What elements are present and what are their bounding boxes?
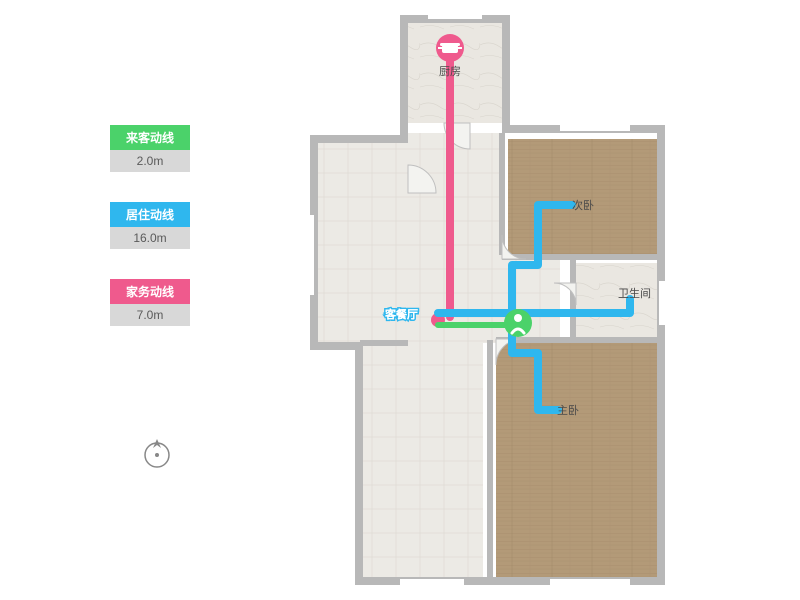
label-living: 客餐厅 bbox=[384, 307, 418, 321]
room-living-lower bbox=[363, 342, 483, 577]
legend-guest-value: 2.0m bbox=[110, 150, 190, 172]
room-bedroom1 bbox=[496, 343, 657, 577]
label-kitchen: 厨房 bbox=[439, 65, 461, 78]
legend-guest-label: 来客动线 bbox=[110, 125, 190, 150]
room-bedroom2 bbox=[508, 139, 657, 257]
room-bathroom bbox=[576, 263, 657, 337]
legend-house-label: 家务动线 bbox=[110, 279, 190, 304]
label-bathroom: 卫生间 bbox=[618, 286, 651, 300]
kitchen-icon bbox=[436, 34, 464, 62]
legend-living-label: 居住动线 bbox=[110, 202, 190, 227]
label-bedroom1: 主卧 bbox=[557, 404, 579, 417]
floorplan: 厨房 次卧 卫生间 客餐厅 客餐厅 主卧 bbox=[300, 5, 700, 595]
legend: 来客动线 2.0m 居住动线 16.0m 家务动线 7.0m bbox=[110, 125, 190, 356]
legend-house: 家务动线 7.0m bbox=[110, 279, 190, 326]
legend-living-value: 16.0m bbox=[110, 227, 190, 249]
legend-guest: 来客动线 2.0m bbox=[110, 125, 190, 172]
legend-house-value: 7.0m bbox=[110, 304, 190, 326]
compass-icon bbox=[140, 435, 174, 469]
label-bedroom2: 次卧 bbox=[572, 198, 594, 212]
entrance-icon bbox=[504, 309, 532, 337]
legend-living: 居住动线 16.0m bbox=[110, 202, 190, 249]
